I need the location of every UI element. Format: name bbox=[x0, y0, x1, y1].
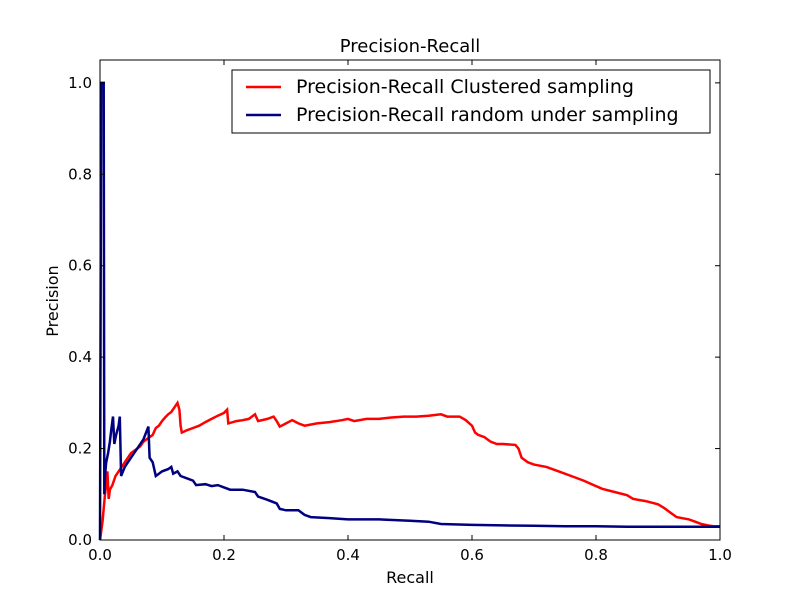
y-tick-label: 0.2 bbox=[68, 440, 92, 458]
legend: Precision-Recall Clustered sampling Prec… bbox=[231, 69, 711, 134]
y-tick-label: 1.0 bbox=[68, 74, 92, 92]
series-layer bbox=[98, 81, 720, 541]
x-tick-label: 0.4 bbox=[336, 546, 360, 564]
x-tick-label: 0.8 bbox=[584, 546, 608, 564]
y-tick-label: 0.8 bbox=[68, 165, 92, 183]
x-tick-label: 0.2 bbox=[212, 546, 236, 564]
legend-label-clustered: Precision-Recall Clustered sampling bbox=[296, 76, 634, 98]
x-axis-title: Recall bbox=[386, 568, 434, 587]
plot-area bbox=[100, 60, 720, 540]
plot-frame bbox=[99, 59, 721, 541]
x-tick-label: 0.6 bbox=[460, 546, 484, 564]
y-tick-label: 0.6 bbox=[68, 257, 92, 275]
y-axis-title: Precision bbox=[43, 265, 62, 336]
x-tick-label: 1.0 bbox=[708, 546, 732, 564]
x-tick-label: 0.0 bbox=[88, 546, 112, 564]
series-line-clustered bbox=[98, 399, 720, 541]
y-tick-label: 0.4 bbox=[68, 348, 92, 366]
legend-label-random: Precision-Recall random under sampling bbox=[296, 104, 679, 126]
ticks-layer: 0.0 0.2 0.4 0.6 0.8 1.0 0.0 0.2 0.4 0.6 0.8 1.0 bbox=[68, 60, 732, 564]
y-tick-label: 0.0 bbox=[68, 531, 92, 549]
legend-box bbox=[231, 69, 711, 134]
chart-title: Precision-Recall bbox=[340, 36, 481, 57]
series-line-random bbox=[98, 81, 720, 541]
